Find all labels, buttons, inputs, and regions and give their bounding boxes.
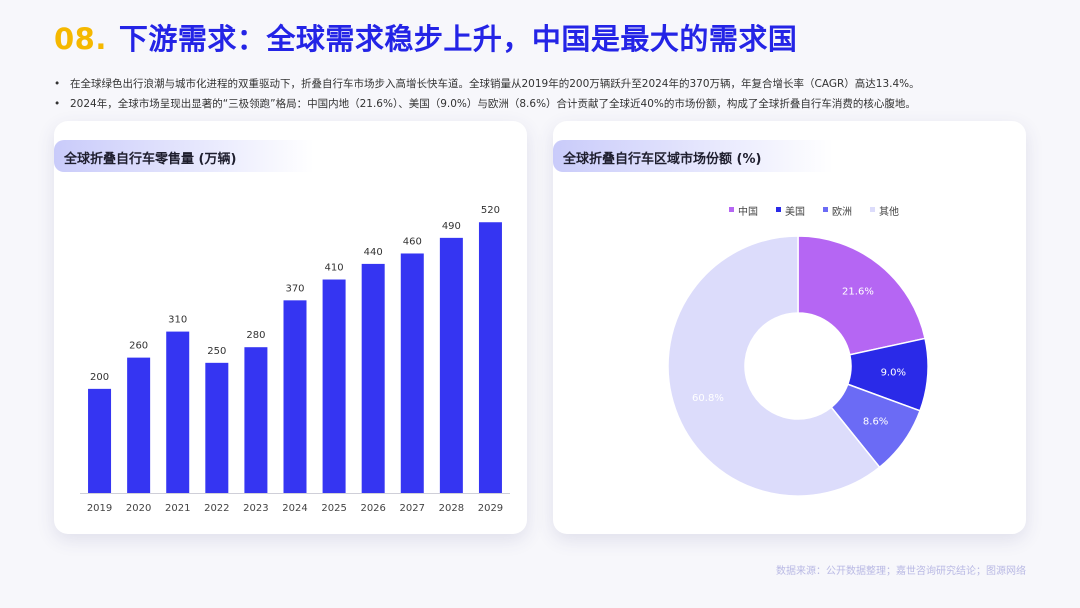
bar-2026 <box>361 263 385 493</box>
bullet-item: 在全球绿色出行浪潮与城市化进程的双重驱动下，折叠自行车市场步入高增长快车道。全球… <box>54 74 1044 94</box>
x-tick-label: 2027 <box>400 503 425 514</box>
legend-label: 其他 <box>879 205 899 218</box>
sales-chart-card: 全球折叠自行车零售量 (万辆) 200 2019 260 2020 310 2021 250… <box>54 121 527 534</box>
bar-2019 <box>88 388 112 493</box>
data-label: 280 <box>246 330 265 341</box>
bar-2022 <box>205 362 229 493</box>
donut-chart: 中国 美国 欧洲 其他 21.6% 9.0% 8.6% 60.8% <box>667 205 929 497</box>
slice-中国 <box>797 235 926 356</box>
bullet-item: 2024年，全球市场呈现出显著的“三极领跑”格局：中国内地（21.6%）、美国（… <box>54 94 1044 114</box>
x-tick-label: 2024 <box>282 503 307 514</box>
legend-label: 美国 <box>785 205 805 218</box>
data-label: 310 <box>168 315 187 326</box>
data-label: 410 <box>325 263 344 274</box>
data-label: 370 <box>285 283 304 294</box>
x-tick-label: 2022 <box>204 503 229 514</box>
legend-label: 欧洲 <box>832 206 852 218</box>
bar-2025 <box>322 279 346 493</box>
chart-title-banner: 全球折叠自行车零售量 (万辆) <box>54 140 314 172</box>
data-label: 200 <box>90 372 109 383</box>
title-text: 下游需求：全球需求稳步上升，中国是最大的需求国 <box>118 22 798 56</box>
bar-2029 <box>478 222 502 493</box>
legend-swatch <box>823 207 828 212</box>
bar-chart: 200 2019 260 2020 310 2021 250 2022 280 2023 370 20… <box>80 205 510 514</box>
source-note: 数据来源：公开数据整理；嘉世咨询研究结论；图源网络 <box>776 566 1026 577</box>
bar-2027 <box>400 253 424 493</box>
data-label: 440 <box>364 247 383 258</box>
legend-swatch <box>729 207 734 212</box>
x-tick-label: 2019 <box>87 503 112 514</box>
bar-2020 <box>127 357 151 493</box>
legend-label: 中国 <box>738 205 758 218</box>
bar-2028 <box>439 237 463 493</box>
data-label: 520 <box>481 205 500 216</box>
slice-label: 21.6% <box>842 287 874 298</box>
x-tick-label: 2020 <box>126 503 151 514</box>
legend-swatch <box>870 207 875 212</box>
section-number: 08. <box>54 22 107 56</box>
x-tick-label: 2021 <box>165 503 190 514</box>
x-tick-label: 2023 <box>243 503 268 514</box>
data-label: 250 <box>207 346 226 357</box>
x-tick-label: 2029 <box>478 503 503 514</box>
slice-其他 <box>667 235 881 497</box>
bar-2021 <box>166 331 190 493</box>
data-label: 460 <box>403 236 422 247</box>
bar-2024 <box>283 300 307 493</box>
slice-label: 60.8% <box>692 393 724 404</box>
share-chart-card: 全球折叠自行车区域市场份额 (%) 中国 美国 欧洲 其他 21.6% 9.0% 8.6% 6… <box>553 121 1026 534</box>
x-tick-label: 2028 <box>439 503 464 514</box>
page-title: 08. 下游需求：全球需求稳步上升，中国是最大的需求国 <box>54 16 797 60</box>
slice-label: 8.6% <box>863 417 888 428</box>
chart-title: 全球折叠自行车零售量 (万辆) <box>64 152 237 167</box>
bar-2023 <box>244 347 268 493</box>
chart-title-banner: 全球折叠自行车区域市场份额 (%) <box>553 140 833 172</box>
data-label: 260 <box>129 341 148 352</box>
summary-bullets: 在全球绿色出行浪潮与城市化进程的双重驱动下，折叠自行车市场步入高增长快车道。全球… <box>54 74 1044 114</box>
x-tick-label: 2025 <box>321 503 346 514</box>
chart-title: 全球折叠自行车区域市场份额 (%) <box>563 152 762 167</box>
data-label: 490 <box>442 221 461 232</box>
x-tick-label: 2026 <box>360 503 385 514</box>
slice-label: 9.0% <box>881 368 906 379</box>
legend-swatch <box>776 207 781 212</box>
